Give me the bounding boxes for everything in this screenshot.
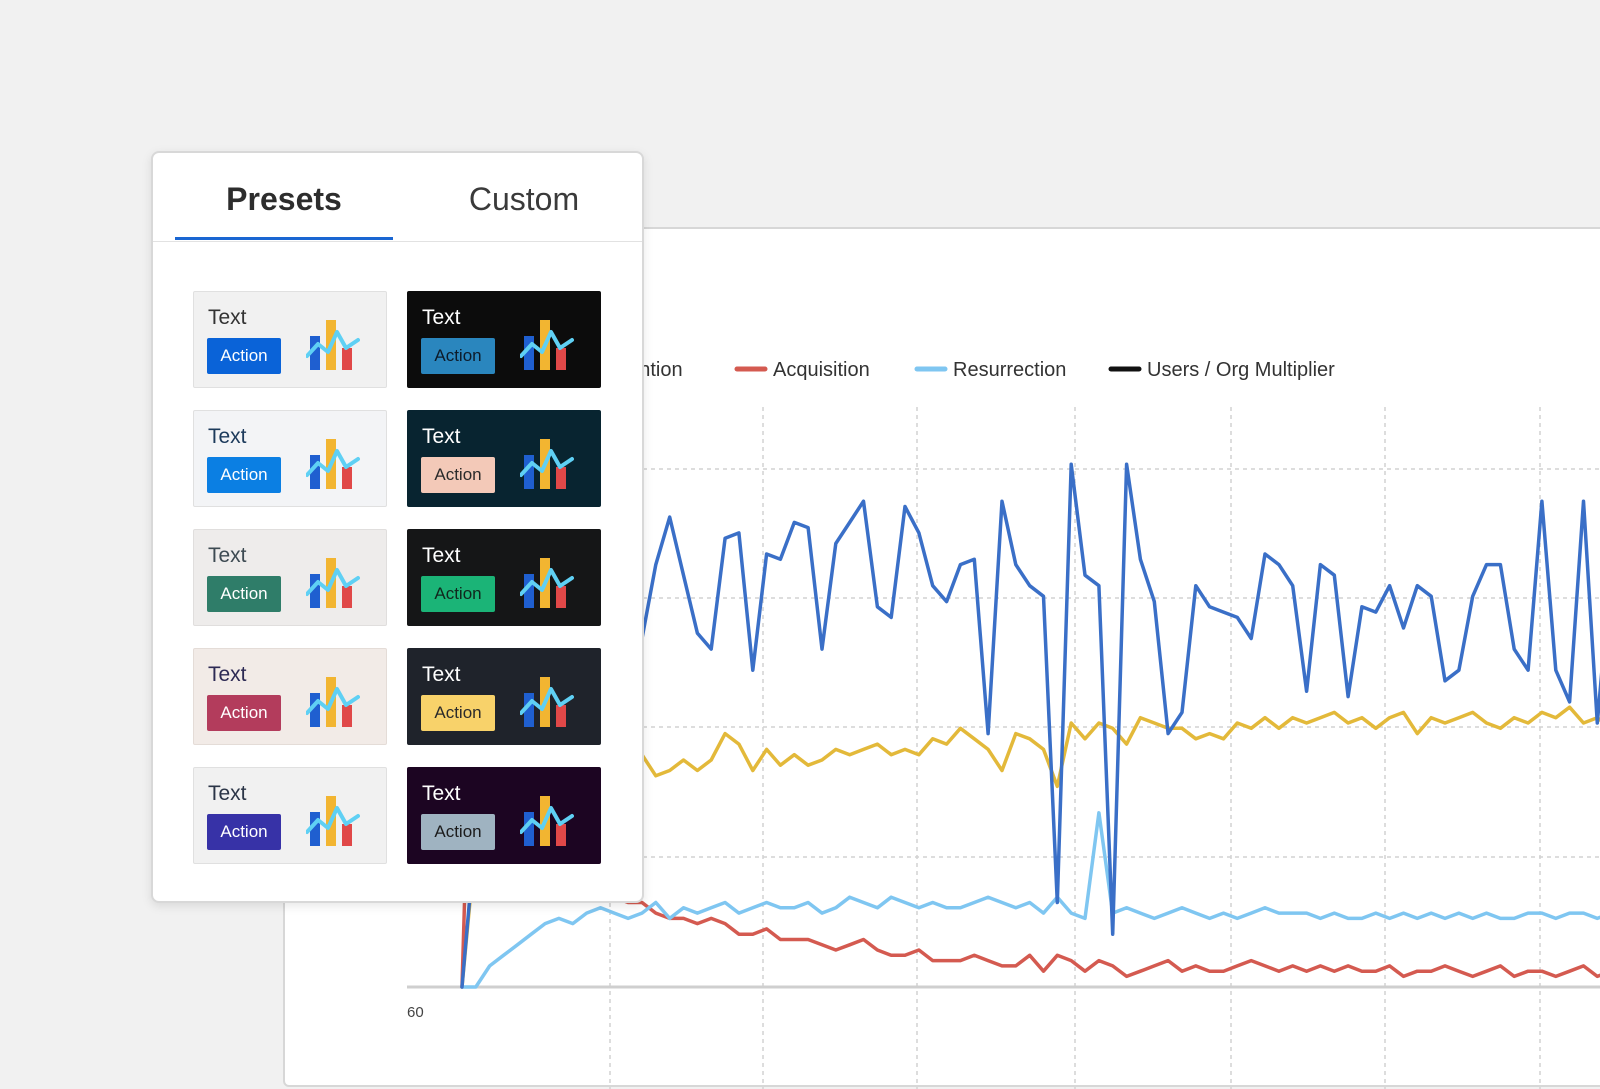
series-line [460, 520, 1600, 989]
mini-chart-icon [306, 558, 360, 608]
preset-swatch[interactable]: Text Action [407, 529, 601, 626]
preset-swatch[interactable]: Text Action [407, 648, 601, 745]
preset-action-sample: Action [421, 457, 495, 493]
preset-swatch[interactable]: Text Action [407, 291, 601, 388]
mini-chart-icon [520, 439, 574, 489]
preset-action-sample: Action [421, 338, 495, 374]
mini-chart-icon [306, 677, 360, 727]
preset-swatch[interactable]: Text Action [193, 767, 387, 864]
preset-swatch[interactable]: Text Action [193, 648, 387, 745]
preset-swatch[interactable]: Text Action [193, 291, 387, 388]
series-line [460, 705, 1600, 989]
theme-presets-panel: Presets Custom Text Action Text Action Text A… [151, 151, 644, 903]
preset-text-sample: Text [422, 663, 461, 686]
preset-text-sample: Text [422, 544, 461, 567]
preset-text-sample: Text [422, 782, 461, 805]
preset-swatch[interactable]: Text Action [193, 529, 387, 626]
mini-chart-icon [520, 558, 574, 608]
mini-chart-icon [306, 320, 360, 370]
legend-label: Users / Org Multiplier [1147, 359, 1335, 381]
preset-action-sample: Action [207, 338, 281, 374]
preset-text-sample: Text [208, 782, 247, 805]
preset-action-sample: Action [207, 814, 281, 850]
mini-chart-icon [520, 320, 574, 370]
y-tick-label: 60 [407, 1004, 424, 1021]
mini-chart-icon [306, 439, 360, 489]
legend-label: Acquisition [773, 359, 870, 381]
preset-swatch[interactable]: Text Action [407, 767, 601, 864]
mini-chart-icon [306, 796, 360, 846]
mini-chart-icon [520, 677, 574, 727]
tab-divider [153, 241, 642, 242]
tab-custom[interactable]: Custom [468, 181, 580, 217]
preset-action-sample: Action [421, 814, 495, 850]
active-tab-indicator [175, 237, 393, 240]
series-line [460, 462, 1600, 989]
preset-action-sample: Action [207, 576, 281, 612]
preset-text-sample: Text [208, 544, 247, 567]
preset-action-sample: Action [207, 457, 281, 493]
preset-text-sample: Text [208, 663, 247, 686]
preset-text-sample: Text [208, 425, 247, 448]
mini-chart-icon [520, 796, 574, 846]
preset-swatch[interactable]: Text Action [193, 410, 387, 507]
preset-text-sample: Text [422, 306, 461, 329]
legend-label: Resurrection [953, 359, 1066, 381]
series-line [460, 811, 1600, 989]
preset-action-sample: Action [207, 695, 281, 731]
preset-action-sample: Action [421, 576, 495, 612]
preset-text-sample: Text [208, 306, 247, 329]
tab-presets[interactable]: Presets [226, 181, 342, 217]
preset-text-sample: Text [422, 425, 461, 448]
preset-action-sample: Action [421, 695, 495, 731]
preset-swatch[interactable]: Text Action [407, 410, 601, 507]
